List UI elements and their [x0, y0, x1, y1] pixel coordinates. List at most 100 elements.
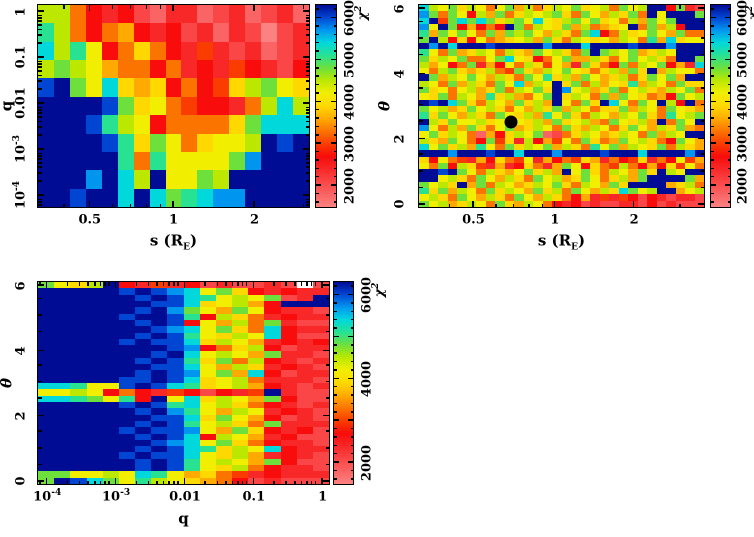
y-minor-tick	[305, 66, 309, 68]
heatmap-cell	[628, 5, 638, 12]
heatmap-cell	[215, 408, 233, 415]
heatmap-cell	[264, 433, 281, 440]
heatmap-cell	[590, 93, 600, 100]
heatmap-cell	[199, 446, 216, 453]
heatmap-cell	[261, 96, 278, 116]
heatmap-cell	[438, 181, 448, 189]
heatmap-cell	[514, 74, 524, 81]
heatmap-cell	[466, 106, 476, 113]
heatmap-cell	[183, 370, 200, 377]
heatmap-cell	[419, 175, 429, 182]
colorbar-minor-tick	[727, 67, 730, 69]
y-minor-tick	[325, 314, 329, 316]
colorbar-major-tick	[725, 184, 730, 186]
y-minor-tick	[38, 63, 42, 65]
heatmap-cell	[70, 307, 87, 314]
heatmap-cell	[476, 30, 486, 37]
heatmap-cell	[277, 115, 293, 134]
heatmap-cell	[199, 364, 216, 371]
heatmap-cell	[618, 124, 628, 132]
heatmap-cell	[647, 150, 657, 157]
heatmap-cell	[54, 420, 71, 428]
heatmap-cell	[552, 5, 562, 12]
heatmap-cell	[485, 150, 495, 157]
y-major-tick	[38, 148, 44, 150]
heatmap-cell	[533, 42, 543, 50]
colorbar-major-tick	[316, 184, 321, 186]
heatmap-cell	[609, 42, 619, 50]
heatmap-cell	[552, 112, 562, 119]
heatmap-cell	[618, 87, 628, 94]
heatmap-cell	[86, 433, 103, 440]
heatmap-cell	[296, 313, 313, 320]
heatmap-cell	[590, 74, 600, 81]
heatmap-cell	[232, 414, 249, 421]
heatmap-cell	[69, 151, 86, 171]
heatmap-cell	[637, 181, 647, 189]
heatmap-cell	[280, 370, 297, 377]
heatmap-cell	[101, 151, 118, 171]
heatmap-cell	[571, 99, 581, 106]
heatmap-cell	[296, 439, 313, 447]
heatmap-cell	[618, 30, 628, 37]
heatmap-cell	[264, 401, 281, 409]
heatmap-cell	[694, 124, 704, 132]
heatmap-cell	[102, 300, 119, 308]
heatmap-cell	[542, 181, 552, 189]
heatmap-cell	[476, 61, 486, 69]
heatmap-row	[38, 433, 330, 440]
colorbar-minor-tick	[727, 8, 730, 10]
heatmap-cell	[135, 427, 152, 434]
heatmap-cell	[38, 452, 55, 459]
x-minor-tick	[541, 5, 544, 9]
heatmap-cell	[561, 11, 571, 18]
heatmap-cell	[523, 156, 533, 163]
heatmap-cell	[280, 300, 297, 308]
heatmap-cell	[656, 5, 666, 12]
colorbar	[333, 281, 354, 485]
heatmap-cell	[102, 389, 119, 396]
heatmap-cell	[53, 96, 70, 116]
heatmap-cell	[70, 401, 87, 409]
heatmap-cell	[149, 170, 166, 189]
heatmap-cell	[599, 162, 609, 170]
heatmap-cell	[504, 68, 514, 75]
heatmap-cell	[561, 162, 571, 170]
heatmap-cell	[38, 370, 55, 377]
heatmap-cell	[466, 30, 476, 37]
heatmap-cell	[675, 49, 685, 56]
y-major-tick	[698, 72, 704, 75]
heatmap-cell	[264, 370, 281, 377]
heatmap-cell	[38, 188, 54, 207]
heatmap-cell	[293, 188, 309, 207]
x-minor-tick	[99, 480, 102, 484]
heatmap-cell	[133, 78, 150, 97]
heatmap-cell	[248, 319, 265, 327]
heatmap-cell	[476, 143, 486, 151]
y-minor-tick	[38, 198, 42, 201]
heatmap-cell	[590, 87, 600, 94]
heatmap-cell	[54, 383, 71, 390]
heatmap-cell	[264, 345, 281, 352]
heatmap-cell	[167, 395, 184, 402]
heatmap-cell	[457, 11, 467, 18]
heatmap-cell	[647, 118, 657, 125]
colorbar-major-tick	[711, 16, 716, 19]
heatmap-cell	[101, 78, 118, 97]
heatmap-cell	[485, 200, 495, 207]
heatmap-cell	[580, 150, 590, 157]
heatmap-cell	[580, 42, 590, 50]
x-minor-tick	[63, 5, 65, 9]
colorbar-minor-tick	[711, 50, 714, 52]
heatmap-cell	[485, 181, 495, 189]
colorbar-minor-tick	[350, 344, 353, 346]
heatmap-cell	[685, 23, 695, 31]
heatmap-cell	[293, 41, 309, 61]
heatmap-cell	[485, 156, 495, 163]
heatmap-row	[38, 401, 330, 409]
heatmap-cell	[485, 23, 495, 31]
heatmap-cell	[609, 169, 619, 176]
heatmap-cell	[561, 36, 571, 43]
heatmap-cell	[656, 80, 666, 88]
heatmap-cell	[485, 194, 495, 201]
